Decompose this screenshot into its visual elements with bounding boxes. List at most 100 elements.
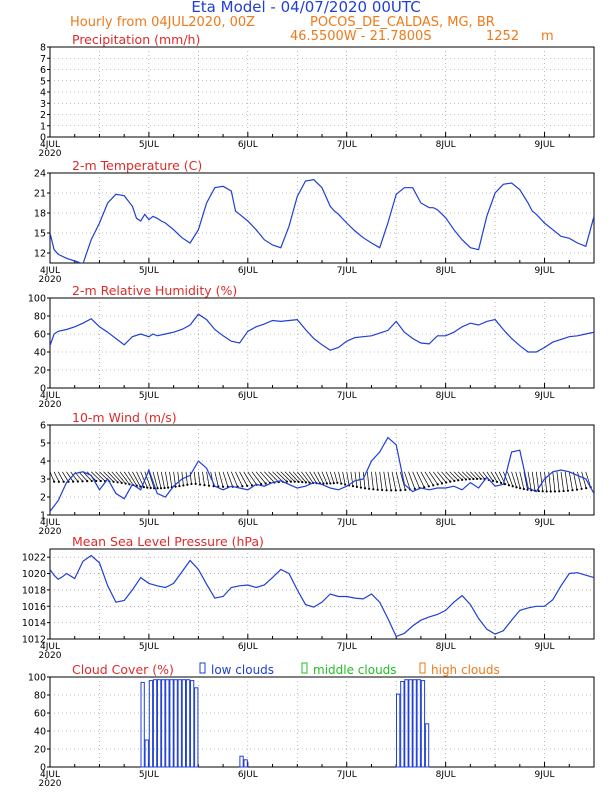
x-tick-label: 4JUL (40, 518, 60, 528)
y-tick-label: 1012 (22, 635, 46, 646)
station-name: POCOS_DE_CALDAS, MG, BR (310, 15, 495, 30)
wind-arrow-head (372, 488, 375, 491)
legend-swatch (199, 662, 206, 674)
wind-arrow-head (580, 487, 583, 491)
wind-arrow-head (363, 487, 367, 490)
wind-arrow-head (553, 490, 557, 493)
wind-arrow-head (558, 490, 561, 493)
wind-arrow-head (241, 485, 244, 488)
wind-arrow-head (503, 483, 507, 486)
x-tick-label: 4JUL (40, 770, 60, 780)
wind-arrow-head (57, 480, 60, 483)
bar (148, 680, 154, 768)
plot-frame (49, 548, 595, 640)
wind-arrow (581, 471, 587, 489)
x-year-label: 2020 (39, 149, 62, 159)
y-tick-label: 1018 (22, 585, 46, 596)
wind-arrow-head (221, 485, 225, 488)
x-tick-label: 6JUL (238, 391, 258, 401)
x-tick-label: 5JUL (139, 266, 159, 276)
wind-arrow (486, 471, 494, 482)
x-tick-label: 9JUL (535, 266, 555, 276)
wind-arrow-head (427, 485, 430, 488)
wind-arrow-head (182, 484, 185, 487)
wind-arrow (531, 471, 536, 491)
series-line (50, 436, 594, 512)
wind-arrow-head (62, 480, 65, 483)
wind-arrow-head (203, 484, 206, 487)
wind-arrow-head (174, 485, 177, 488)
x-tick-label: 4JUL (40, 266, 60, 276)
plot-frame (49, 676, 595, 768)
bar (190, 680, 195, 768)
wind-arrow (540, 471, 544, 492)
chart-title: Eta Model - 04/07/2020 00UTC (191, 0, 420, 16)
wind-arrow (185, 471, 188, 485)
bar (181, 679, 186, 768)
wind-arrow-head (468, 478, 471, 481)
wind-arrow-head (355, 485, 359, 488)
y-tick-label: 2 (40, 110, 46, 121)
x-tick-label: 5JUL (139, 518, 159, 528)
wind-arrow (292, 471, 303, 483)
wind-arrow (560, 471, 564, 492)
wind-arrow (82, 471, 93, 482)
wind-arrow-head (495, 480, 499, 484)
wind-arrow (325, 471, 331, 484)
x-tick-label: 9JUL (535, 391, 555, 401)
wind-arrow (387, 471, 392, 491)
wind-arrow-head (86, 480, 89, 483)
wind-arrow (90, 471, 101, 482)
wind-arrow (264, 471, 275, 483)
x-tick-label: 6JUL (238, 770, 258, 780)
wind-arrow-head (264, 482, 267, 485)
y-tick-label: 0 (40, 133, 46, 144)
plot-frame (49, 172, 595, 264)
wind-arrows (49, 471, 592, 493)
wind-arrow-head (380, 488, 384, 492)
wind-arrow-head (440, 482, 444, 485)
wind-arrow (70, 471, 79, 482)
wind-arrow (490, 471, 498, 483)
y-tick-label: 8 (40, 43, 46, 54)
station-elevation-unit: m (541, 29, 554, 44)
wind-arrow (198, 471, 201, 485)
panel-2: 12 15 18 21 24 4JUL2020 5JUL 6JUL 7JUL 8JUL 9JUL 2-… (34, 158, 595, 285)
wind-arrow (474, 471, 481, 480)
plot-frame (49, 297, 595, 389)
bar (412, 679, 417, 768)
wind-arrow-head (194, 482, 197, 485)
wind-arrow (132, 471, 141, 487)
bar (169, 679, 174, 768)
x-tick-label: 8JUL (436, 391, 456, 401)
wind-arrow (527, 471, 532, 491)
y-tick-label: 1 (40, 121, 46, 132)
wind-arrow (128, 471, 138, 486)
wind-arrow (523, 471, 528, 490)
wind-arrow-head (301, 480, 304, 484)
bar (165, 679, 170, 768)
wind-arrow-head (293, 480, 296, 483)
wind-arrow (57, 471, 64, 482)
wind-arrow (507, 471, 514, 487)
wind-arrow (66, 471, 74, 482)
wind-arrow-head (376, 488, 379, 491)
wind-arrow-head (76, 480, 79, 483)
wind-arrow (247, 471, 257, 485)
x-tick-label: 6JUL (238, 140, 258, 150)
x-tick-label: 4JUL (40, 642, 60, 652)
wind-arrow (49, 471, 55, 482)
wind-arrow (111, 471, 122, 484)
wind-arrow (445, 471, 455, 482)
wind-arrow-head (304, 481, 308, 484)
wind-arrow-head (246, 484, 249, 487)
wind-arrow (366, 471, 370, 489)
y-tick-label: 3 (40, 475, 46, 486)
y-tick-label: 4 (40, 88, 46, 99)
y-tick-label: 18 (34, 209, 46, 220)
y-tick-label: 1014 (22, 618, 46, 629)
x-year-label: 2020 (39, 527, 62, 537)
bar (157, 679, 162, 768)
wind-arrow-head (139, 485, 142, 488)
wind-arrow (404, 471, 411, 490)
